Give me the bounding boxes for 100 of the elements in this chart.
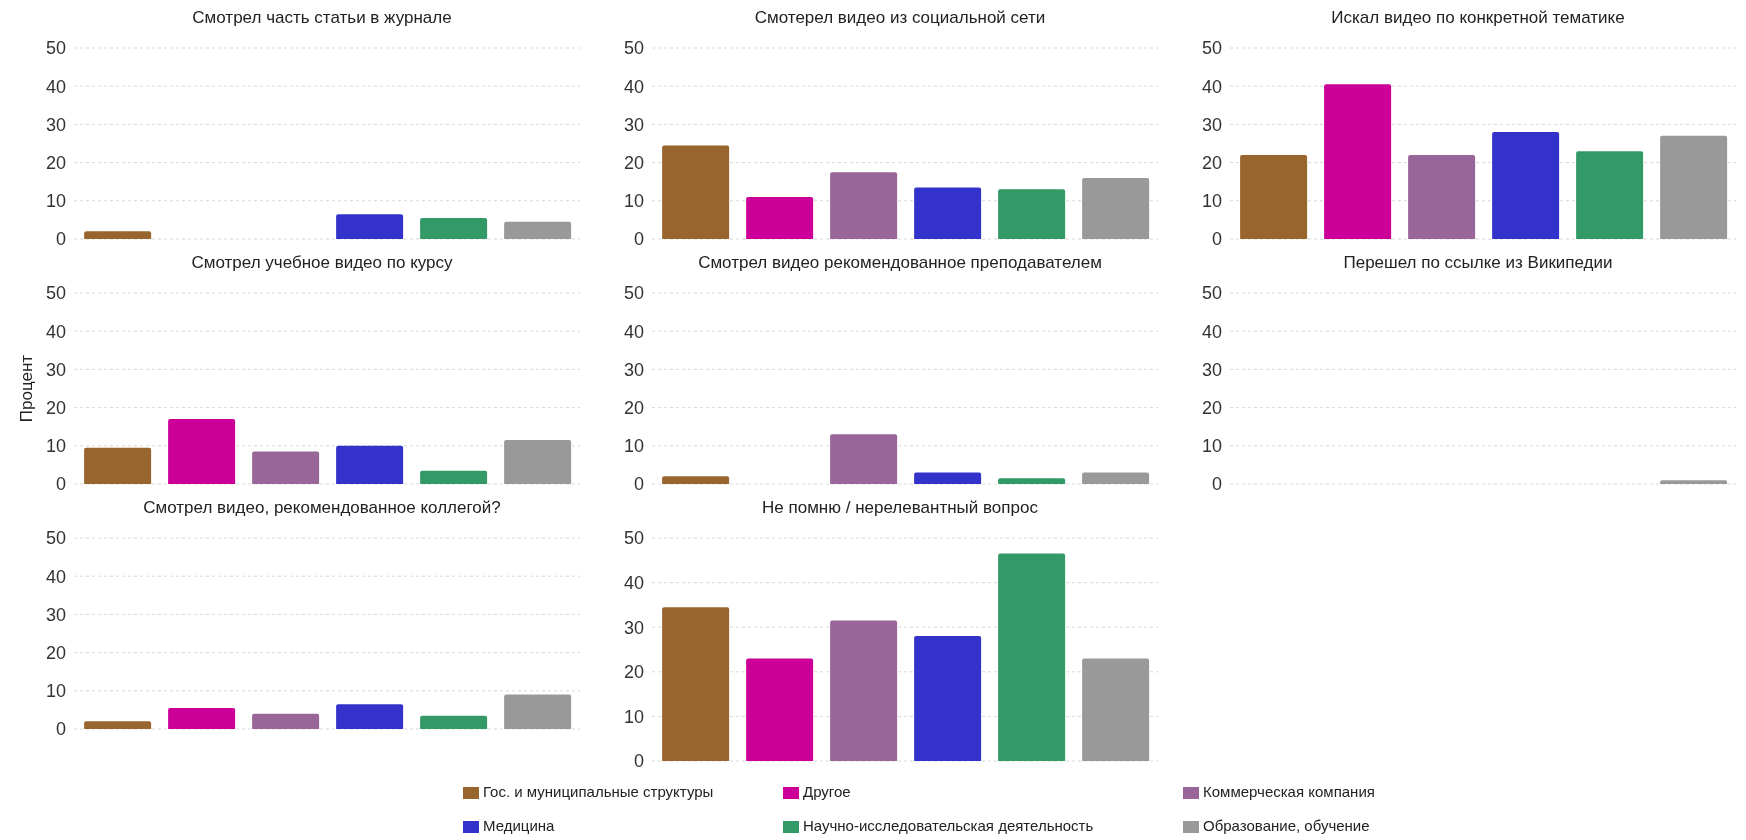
bar bbox=[1082, 658, 1150, 761]
y-tick-label: 10 bbox=[45, 191, 66, 212]
y-tick-label: 20 bbox=[45, 642, 66, 663]
bar bbox=[336, 445, 404, 484]
bar bbox=[830, 172, 898, 239]
bar bbox=[1324, 84, 1392, 239]
y-tick-label: 40 bbox=[623, 76, 644, 97]
bar bbox=[1082, 177, 1150, 239]
y-tick-label: 0 bbox=[55, 229, 66, 250]
y-tick-label: 0 bbox=[1211, 229, 1222, 250]
y-tick-label: 10 bbox=[1201, 436, 1222, 457]
bar bbox=[662, 145, 730, 239]
y-tick-label: 40 bbox=[623, 321, 644, 342]
y-tick-label: 30 bbox=[623, 359, 644, 380]
y-tick-label: 30 bbox=[45, 604, 66, 625]
chart-title: Смотрел учебное видео по курсу bbox=[190, 253, 454, 274]
bar bbox=[420, 217, 488, 239]
bar bbox=[504, 694, 572, 729]
bar bbox=[420, 715, 488, 729]
y-tick-label: 0 bbox=[633, 474, 644, 495]
y-tick-label: 0 bbox=[633, 751, 644, 772]
y-tick-label: 40 bbox=[45, 76, 66, 97]
bar bbox=[914, 636, 982, 761]
y-tick-label: 10 bbox=[1201, 191, 1222, 212]
chart-title: Искал видео по конкретной тематике bbox=[1330, 8, 1626, 29]
y-tick-label: 50 bbox=[45, 528, 66, 549]
bar bbox=[1082, 472, 1150, 484]
chart-title: Смотрел видео, рекомендованное коллегой? bbox=[142, 498, 502, 519]
bar bbox=[662, 476, 730, 484]
y-tick-label: 40 bbox=[45, 566, 66, 587]
y-tick-label: 30 bbox=[1201, 114, 1222, 135]
y-tick-label: 20 bbox=[1201, 397, 1222, 418]
y-tick-label: 40 bbox=[623, 572, 644, 593]
bar bbox=[252, 713, 320, 729]
legend-label: Медицина bbox=[483, 816, 556, 836]
y-tick-label: 10 bbox=[623, 191, 644, 212]
y-tick-label: 20 bbox=[45, 397, 66, 418]
legend-label: Образование, обучение bbox=[1203, 816, 1371, 836]
bar bbox=[168, 419, 236, 484]
y-tick-label: 20 bbox=[1201, 152, 1222, 173]
y-tick-label: 40 bbox=[1201, 321, 1222, 342]
y-tick-label: 0 bbox=[55, 719, 66, 740]
legend-label: Научно-исследовательская деятельность bbox=[803, 816, 1095, 836]
y-tick-label: 10 bbox=[45, 681, 66, 702]
bar bbox=[1660, 135, 1728, 239]
y-tick-label: 50 bbox=[623, 38, 644, 59]
bar bbox=[504, 221, 572, 239]
bar bbox=[998, 478, 1066, 484]
bar bbox=[914, 472, 982, 484]
bar bbox=[84, 721, 152, 729]
y-tick-label: 40 bbox=[45, 321, 66, 342]
y-tick-label: 50 bbox=[623, 528, 644, 549]
y-tick-label: 20 bbox=[623, 397, 644, 418]
y-tick-label: 20 bbox=[45, 152, 66, 173]
y-tick-label: 50 bbox=[45, 283, 66, 304]
y-tick-label: 10 bbox=[623, 436, 644, 457]
y-axis-title: Процент bbox=[17, 354, 37, 423]
bar bbox=[830, 434, 898, 484]
y-tick-label: 0 bbox=[55, 474, 66, 495]
bar bbox=[420, 470, 488, 484]
y-tick-label: 30 bbox=[623, 114, 644, 135]
chart-title: Перешел по ссылке из Википедии bbox=[1342, 253, 1614, 274]
bar bbox=[998, 189, 1066, 239]
bar bbox=[998, 553, 1066, 761]
bar bbox=[84, 231, 152, 239]
bar bbox=[914, 187, 982, 239]
bar bbox=[746, 196, 814, 239]
chart-title: Смотерел видео из социальной сети bbox=[753, 8, 1047, 29]
y-tick-label: 30 bbox=[623, 617, 644, 638]
y-tick-label: 30 bbox=[1201, 359, 1222, 380]
legend-label: Коммерческая компания bbox=[1203, 782, 1376, 802]
bar bbox=[336, 214, 404, 239]
bar bbox=[1576, 151, 1644, 239]
bar bbox=[746, 658, 814, 761]
y-tick-label: 0 bbox=[633, 229, 644, 250]
bar bbox=[504, 440, 572, 484]
y-tick-label: 10 bbox=[623, 706, 644, 727]
y-tick-label: 0 bbox=[1211, 474, 1222, 495]
bar bbox=[252, 451, 320, 484]
bar bbox=[84, 447, 152, 484]
y-tick-label: 50 bbox=[45, 38, 66, 59]
y-tick-label: 30 bbox=[45, 359, 66, 380]
y-tick-label: 50 bbox=[1201, 38, 1222, 59]
y-tick-label: 20 bbox=[623, 662, 644, 683]
bar bbox=[1240, 154, 1308, 239]
chart-title: Не помню / нерелевантный вопрос bbox=[761, 498, 1039, 519]
chart-title: Смотрел видео рекомендованное преподавателем bbox=[697, 253, 1103, 274]
y-tick-label: 20 bbox=[623, 152, 644, 173]
bar bbox=[1492, 132, 1560, 239]
legend-label: Гос. и муниципальные структуры bbox=[483, 782, 715, 802]
bar bbox=[662, 607, 730, 761]
legend-label: Другое bbox=[803, 782, 852, 802]
bar bbox=[336, 704, 404, 729]
y-tick-label: 30 bbox=[45, 114, 66, 135]
bar bbox=[830, 620, 898, 761]
y-tick-label: 40 bbox=[1201, 76, 1222, 97]
bar bbox=[168, 707, 236, 729]
y-tick-label: 50 bbox=[623, 283, 644, 304]
chart-title: Смотрел часть статьи в журнале bbox=[191, 8, 453, 29]
bar bbox=[1408, 154, 1476, 239]
